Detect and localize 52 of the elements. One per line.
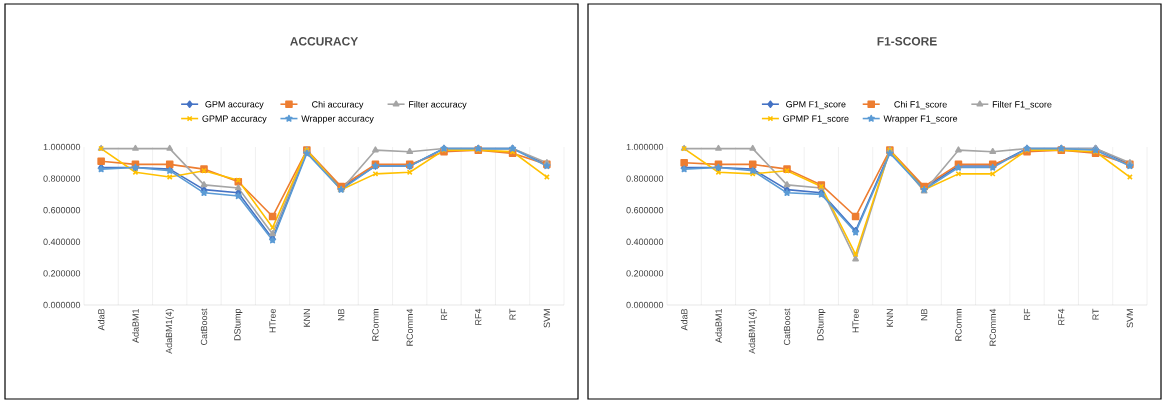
y-tick-label: 1.000000 bbox=[43, 143, 81, 151]
y-tick-label: 0.200000 bbox=[43, 270, 81, 277]
x-tick-label: AdaBM1 bbox=[132, 308, 139, 343]
y-tick-label: 0.000000 bbox=[626, 301, 664, 309]
y-tick-label: 0.800000 bbox=[43, 175, 81, 182]
chart-title: ACCURACY bbox=[290, 37, 358, 46]
x-tick-label: RT bbox=[509, 308, 516, 320]
x-tick-label: AdaBM1(4) bbox=[748, 309, 757, 354]
legend-label: GPMP F1_score bbox=[783, 115, 849, 124]
x-tick-label: AdaBM1 bbox=[715, 308, 722, 343]
legend-label: Filter F1_score bbox=[992, 100, 1052, 110]
x-tick-label: RComm4 bbox=[406, 308, 413, 346]
x-tick-label: DStump bbox=[817, 308, 826, 341]
x-tick-label: RComm bbox=[955, 309, 962, 341]
x-tick-label: RComm4 bbox=[989, 308, 996, 346]
x-tick-label: AdaBM1(4) bbox=[165, 309, 174, 354]
y-tick-label: 0.000000 bbox=[43, 301, 81, 309]
chart-title: F1-SCORE bbox=[877, 37, 937, 46]
x-tick-label: AdaB bbox=[680, 308, 688, 331]
x-tick-label: RComm bbox=[372, 309, 379, 341]
x-tick-label: RF bbox=[440, 308, 448, 320]
x-tick-label: KNN bbox=[303, 309, 310, 327]
legend-label: GPM accuracy bbox=[205, 101, 264, 110]
legend-label: GPMP accuracy bbox=[202, 115, 267, 124]
x-tick-label: SVM bbox=[543, 309, 551, 328]
x-tick-label: KNN bbox=[886, 309, 893, 327]
y-tick-label: 0.600000 bbox=[626, 207, 664, 214]
x-tick-label: CatBoost bbox=[200, 308, 208, 345]
x-tick-label: RF4 bbox=[1058, 308, 1065, 325]
y-tick-label: 0.400000 bbox=[43, 238, 81, 245]
x-tick-label: SVM bbox=[1126, 309, 1134, 328]
x-tick-label: RF bbox=[1023, 308, 1031, 320]
x-tick-label: HTree bbox=[269, 308, 276, 333]
legend-label: Wrapper accuracy bbox=[301, 115, 374, 124]
y-tick-label: 0.400000 bbox=[626, 238, 664, 245]
y-tick-label: 0.200000 bbox=[626, 270, 664, 277]
x-tick-label: AdaB bbox=[97, 308, 105, 331]
x-tick-label: RF4 bbox=[475, 308, 482, 325]
x-tick-label: RT bbox=[1092, 308, 1099, 320]
legend-label: Chi F1_score bbox=[894, 100, 947, 110]
x-tick-label: DStump bbox=[234, 308, 243, 341]
legend-label: Filter accuracy bbox=[409, 100, 467, 110]
y-tick-label: 1.000000 bbox=[626, 143, 664, 151]
x-tick-label: NB bbox=[921, 308, 928, 321]
legend-label: Wrapper F1_score bbox=[883, 115, 958, 124]
x-tick-label: HTree bbox=[852, 308, 859, 333]
x-tick-label: CatBoost bbox=[783, 308, 791, 345]
legend-label: Chi accuracy bbox=[312, 100, 364, 110]
y-tick-label: 0.800000 bbox=[626, 175, 664, 182]
legend-label: GPM F1_score bbox=[786, 101, 846, 110]
x-tick-label: NB bbox=[338, 308, 345, 321]
y-tick-label: 0.600000 bbox=[43, 207, 81, 214]
